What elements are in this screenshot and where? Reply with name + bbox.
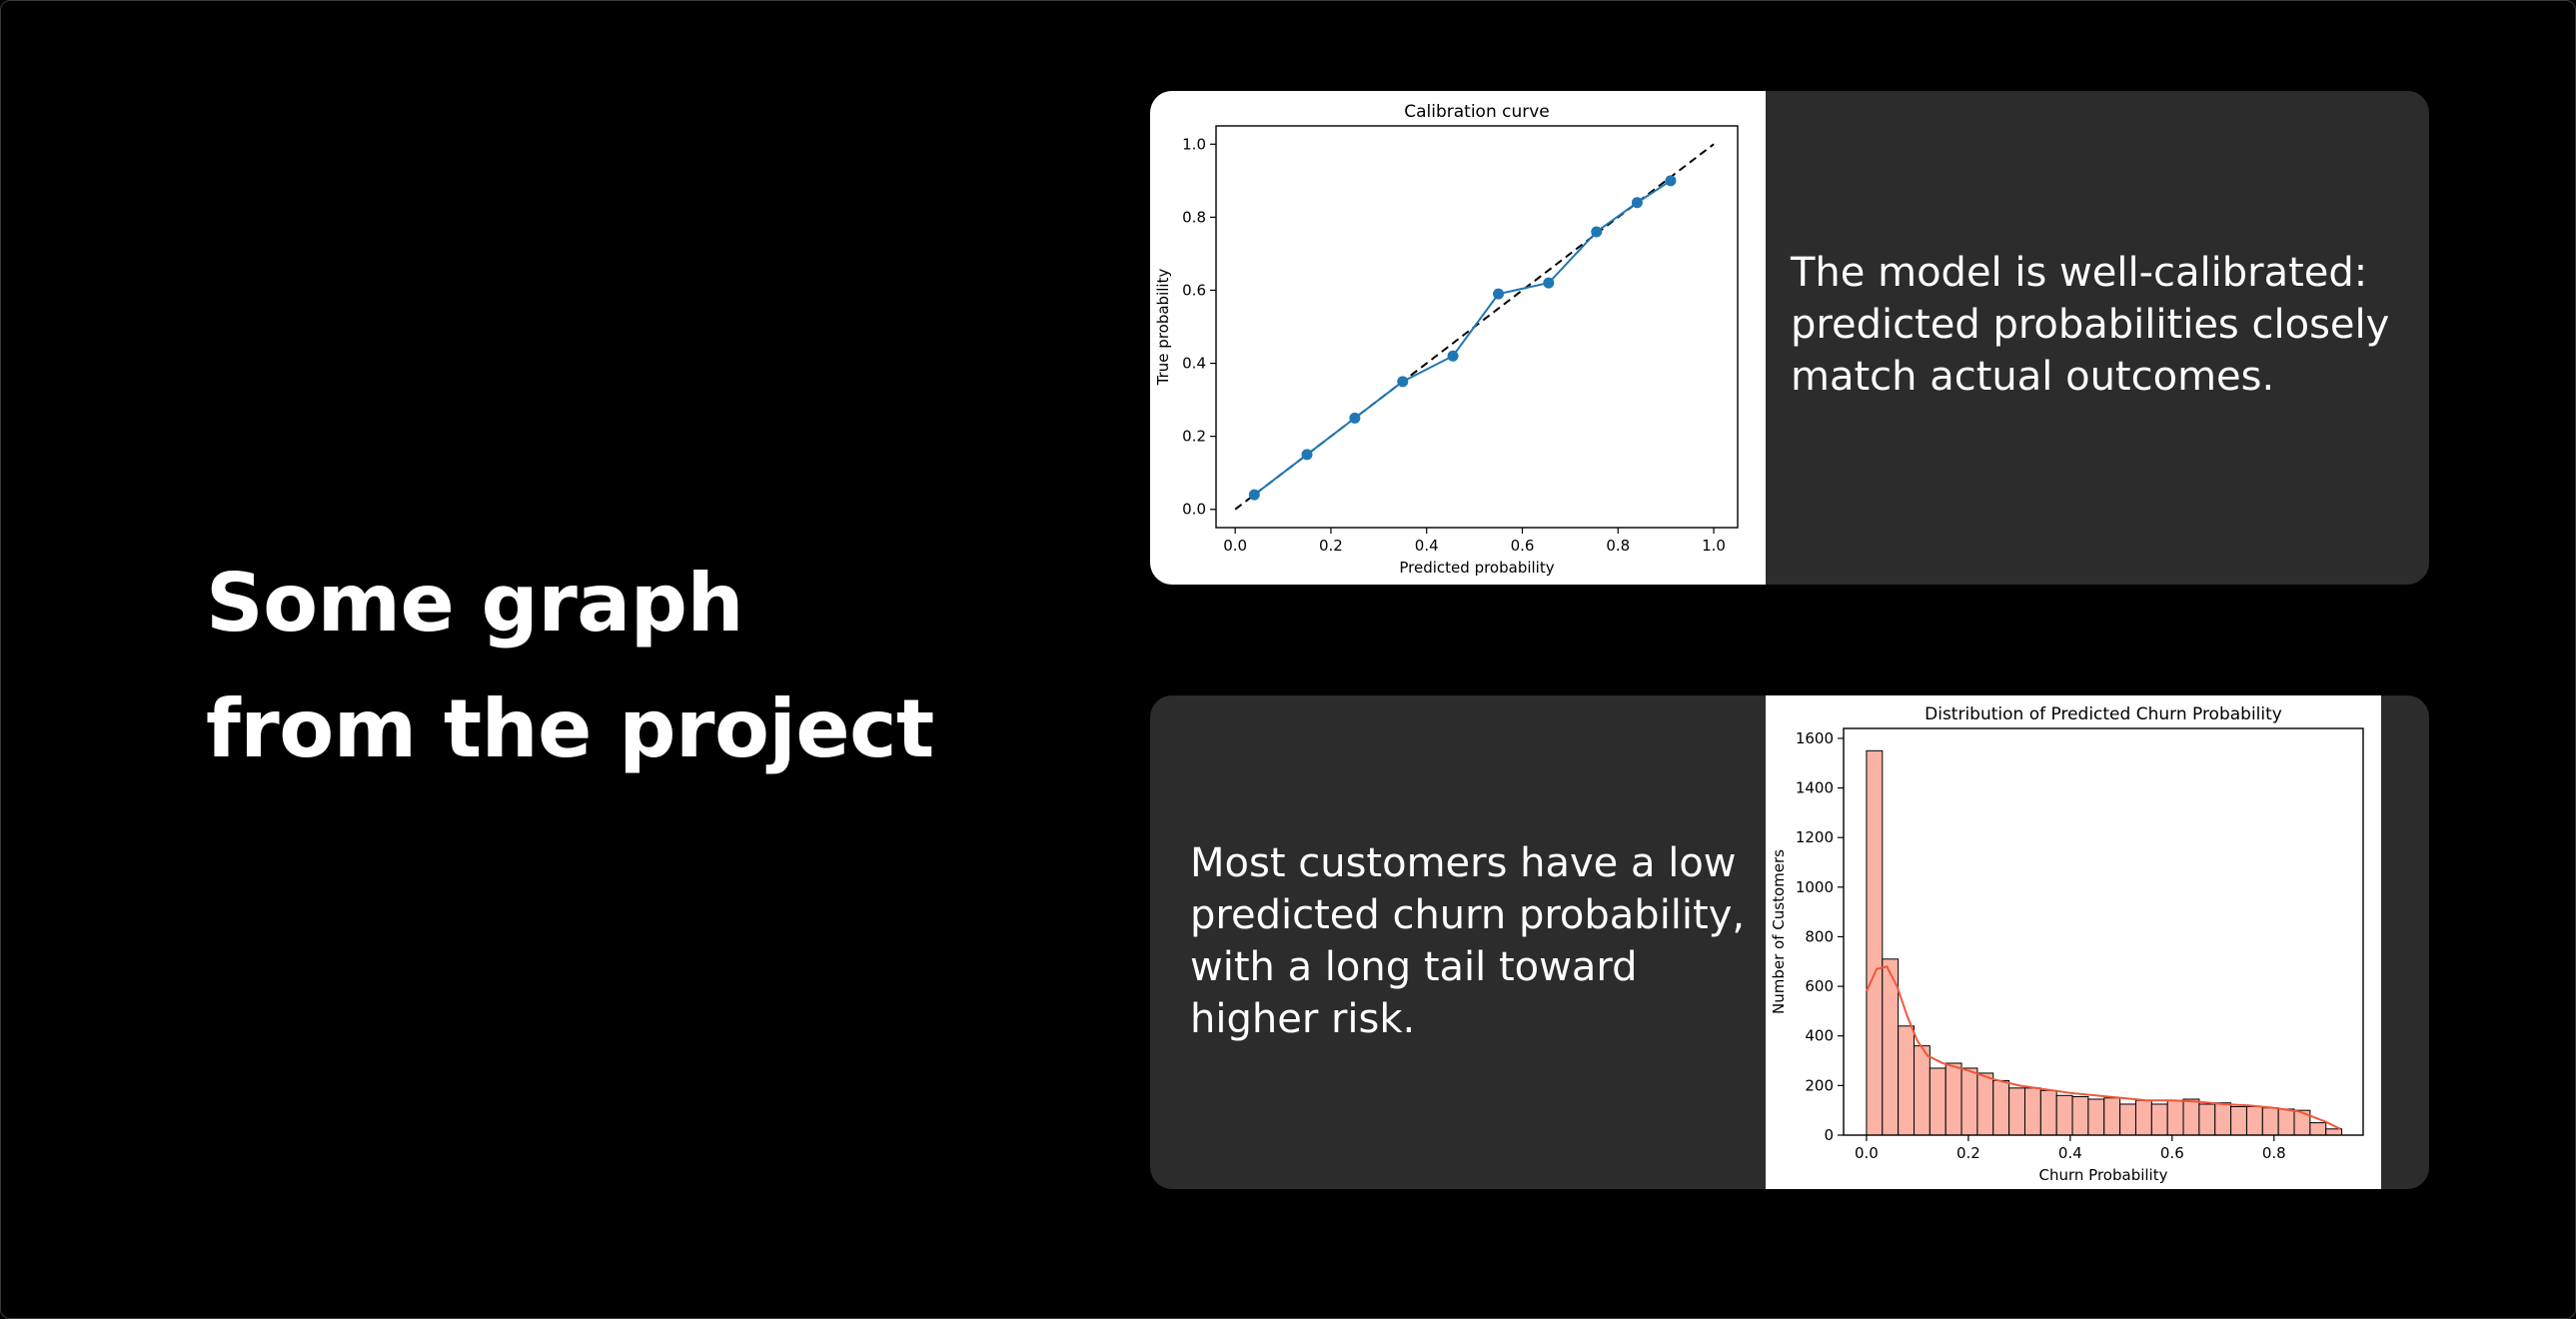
- calibration-point: [1631, 197, 1643, 209]
- distribution-chart-panel: Distribution of Predicted Churn Probabil…: [1766, 695, 2381, 1189]
- histogram-bar: [2214, 1102, 2232, 1136]
- distribution-y-tick-label: 200: [1805, 1076, 1834, 1094]
- histogram-bar: [2261, 1107, 2279, 1136]
- distribution-x-tick-label: 0.8: [2262, 1144, 2286, 1162]
- distribution-y-tick-label: 1200: [1796, 828, 1834, 846]
- calibration-chart-title: Calibration curve: [1404, 102, 1550, 122]
- calibration-chart-panel: Calibration curve 0.0 0.2 0.4 0.6 0.8 1.0 0.0 0.…: [1150, 91, 1766, 585]
- calibration-point: [1248, 489, 1260, 501]
- calibration-chart: Calibration curve 0.0 0.2 0.4 0.6 0.8 1.0 0.0 0.…: [1154, 102, 1739, 577]
- slide-headline: Some graph from the project: [206, 557, 934, 775]
- distribution-x-tick-label: 0.0: [1855, 1144, 1879, 1162]
- calibration-y-tick-label: 0.4: [1182, 355, 1206, 373]
- histogram-bar: [2150, 1103, 2168, 1136]
- calibration-point: [1665, 175, 1677, 187]
- histogram-bar: [1992, 1079, 2010, 1136]
- histogram-bar: [2325, 1128, 2343, 1136]
- distribution-x-axis-label: Churn Probability: [2039, 1166, 2168, 1184]
- calibration-point: [1493, 288, 1505, 300]
- calibration-plot-frame: [1215, 125, 1739, 529]
- histogram-bar: [2309, 1122, 2327, 1136]
- distribution-plot-frame: [1843, 727, 2364, 1136]
- distribution-y-tick-label: 600: [1805, 977, 1834, 995]
- calibration-point: [1349, 412, 1361, 424]
- distribution-y-tick-label: 800: [1805, 927, 1834, 945]
- calibration-y-tick-label: 1.0: [1182, 135, 1206, 153]
- calibration-y-axis-label: True probability: [1154, 269, 1172, 387]
- histogram-bar: [2230, 1105, 2247, 1136]
- calibration-point: [1543, 277, 1555, 289]
- histogram-bar: [2277, 1108, 2295, 1136]
- calibration-series-line: [1253, 179, 1672, 496]
- distribution-y-tick-label: 1000: [1796, 878, 1834, 896]
- histogram-bar: [1914, 1045, 1931, 1136]
- calibration-x-tick-label: 0.2: [1319, 537, 1343, 555]
- calibration-y-tick-label: 0.0: [1182, 501, 1206, 519]
- histogram-bar: [2134, 1099, 2152, 1136]
- histogram-bar: [2055, 1094, 2073, 1136]
- distribution-x-tick-label: 0.4: [2058, 1144, 2082, 1162]
- calibration-card: Calibration curve 0.0 0.2 0.4 0.6 0.8 1.0 0.0 0.…: [1150, 91, 2429, 585]
- distribution-card: Most customers have a low predicted chur…: [1150, 695, 2429, 1189]
- histogram-bar: [1976, 1072, 1994, 1136]
- histogram-bar: [2039, 1089, 2057, 1136]
- calibration-y-tick-label: 0.6: [1182, 281, 1206, 299]
- calibration-x-axis-label: Predicted probability: [1399, 559, 1554, 577]
- calibration-x-tick-label: 0.8: [1606, 537, 1630, 555]
- distribution-y-tick-label: 400: [1805, 1027, 1834, 1045]
- histogram-bar: [2023, 1087, 2041, 1136]
- calibration-point: [1301, 449, 1313, 461]
- distribution-chart-title: Distribution of Predicted Churn Probabil…: [1925, 704, 2282, 724]
- histogram-bar: [2198, 1103, 2216, 1136]
- calibration-point: [1447, 350, 1459, 362]
- histogram-bar: [1960, 1067, 1978, 1136]
- histogram-bar: [2119, 1103, 2136, 1136]
- histogram-bar: [2103, 1097, 2121, 1136]
- distribution-x-tick-label: 0.2: [1956, 1144, 1980, 1162]
- calibration-x-tick-label: 0.6: [1511, 537, 1535, 555]
- calibration-x-tick-label: 1.0: [1702, 537, 1726, 555]
- calibration-point: [1591, 226, 1603, 238]
- kde-curve: [1866, 965, 2341, 1130]
- calibration-x-tick-label: 0.4: [1415, 537, 1439, 555]
- histogram-bar: [1866, 749, 1884, 1136]
- calibration-x-tick-label: 0.0: [1223, 537, 1247, 555]
- histogram-bar: [2166, 1099, 2184, 1136]
- histogram-bar: [2071, 1096, 2089, 1136]
- distribution-description: Most customers have a low predicted chur…: [1190, 840, 1746, 1042]
- calibration-description: The model is well-calibrated: predicted …: [1791, 250, 2390, 400]
- distribution-y-axis-label: Number of Customers: [1770, 849, 1788, 1014]
- histogram-bar: [2087, 1098, 2105, 1136]
- histogram-bar: [1929, 1067, 1946, 1136]
- distribution-y-tick-label: 1400: [1796, 779, 1834, 797]
- distribution-y-tick-label: 1600: [1796, 729, 1834, 747]
- histogram-bar: [1898, 1025, 1916, 1136]
- churn-distribution-chart: Distribution of Predicted Churn Probabil…: [1770, 704, 2364, 1184]
- calibration-y-tick-label: 0.2: [1182, 428, 1206, 446]
- distribution-x-tick-label: 0.6: [2160, 1144, 2184, 1162]
- distribution-y-tick-label: 0: [1824, 1126, 1834, 1144]
- calibration-y-tick-label: 0.8: [1182, 208, 1206, 226]
- calibration-point: [1397, 376, 1409, 388]
- histogram-bar: [2182, 1098, 2200, 1136]
- histogram-bar: [1944, 1062, 1962, 1136]
- histogram-bar: [2245, 1105, 2263, 1136]
- histogram-bar: [2008, 1087, 2025, 1136]
